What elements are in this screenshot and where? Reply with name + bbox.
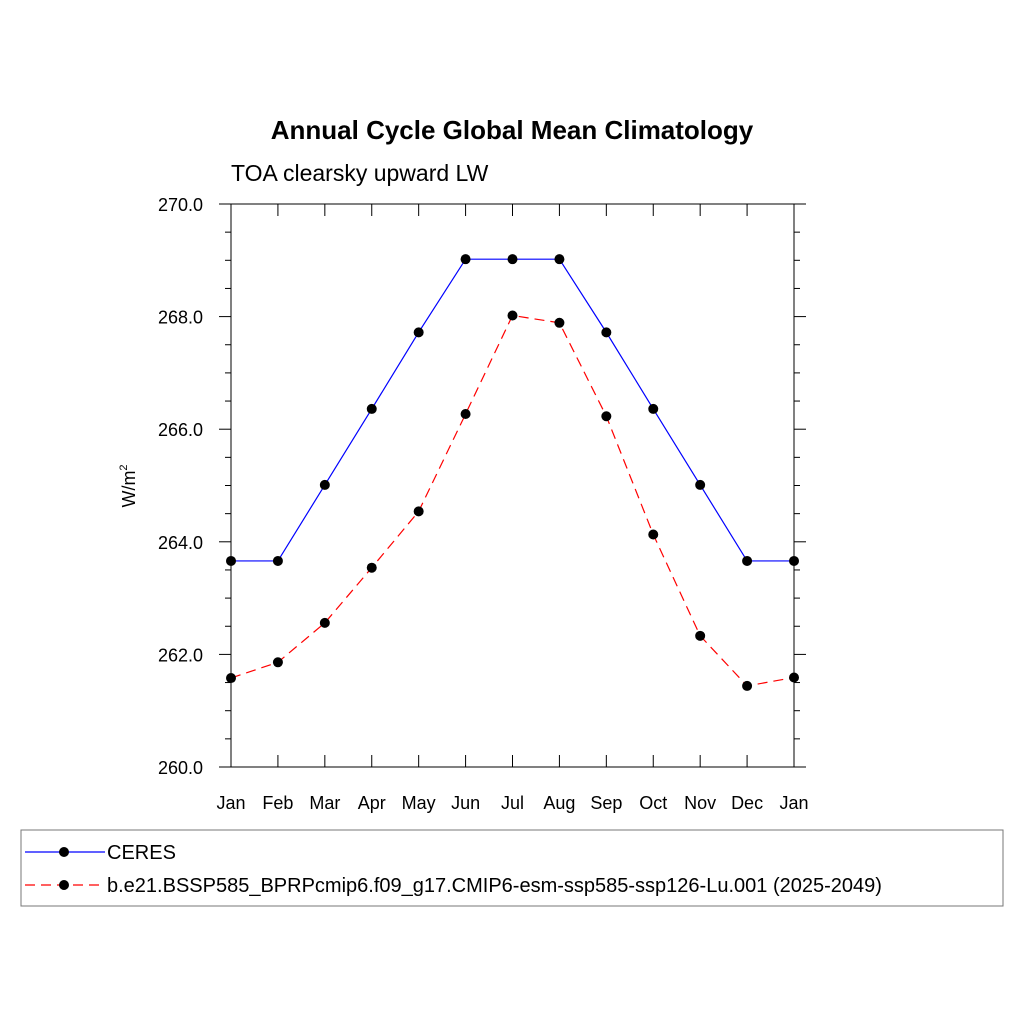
series-1-point [226,555,236,566]
series-2-point [742,680,753,691]
x-tick-label: Oct [639,793,667,813]
legend-label: b.e21.BSSP585_BPRPcmip6.f09_g17.CMIP6-es… [107,875,882,897]
series-2-point [601,411,612,422]
series-2-point [272,657,283,668]
series-2-point [648,529,659,540]
series-2-point [554,317,565,328]
series-1-point [319,479,330,490]
y-tick-label: 270.0 [158,195,203,215]
series-1-point [742,555,753,566]
x-tick-label: Feb [262,793,293,813]
legend-swatch-marker [59,880,69,890]
plot-series [226,254,799,691]
x-tick-label: Mar [309,793,340,813]
y-axis-label-superscript: 2 [118,464,130,470]
series-2-point [366,562,377,573]
x-tick-label: Jul [501,793,524,813]
series-1-point [272,555,283,566]
x-tick-label: Jan [779,793,808,813]
chart-title: Annual Cycle Global Mean Climatology [271,115,754,145]
x-tick-label: Jun [451,793,480,813]
series-1-point [695,479,706,490]
chart-subtitle: TOA clearsky upward LW [231,160,489,186]
series-2-point [319,617,330,628]
plot-axes: Jan Feb Mar Apr May Jun Jul Aug Sep Oct Nov Dec Jan 2… [158,195,809,813]
x-tick-label: Nov [684,793,716,813]
x-tick-label: Aug [543,793,575,813]
y-tick-label: 262.0 [158,645,203,665]
series-2-point [413,506,424,517]
series-1-point [554,254,565,265]
legend-box [20,829,1004,907]
y-tick-label: 260.0 [158,758,203,778]
series-2-point [695,630,706,641]
series-1-point [648,403,659,414]
series-1-point [507,254,518,265]
legend: CERES b.e21.BSSP585_BPRPcmip6.f09_g17.CMI… [20,829,1004,907]
x-tick-label: May [402,793,436,813]
series-1-point [413,327,424,338]
y-axis-label-text: W/m [119,471,139,508]
series-2-point [789,672,799,683]
x-tick-label: Dec [731,793,763,813]
series-1-point [789,555,799,566]
series-1-point [366,403,377,414]
y-axis-label: W/m2 [118,464,139,507]
plot-frame [230,203,795,768]
series-2-point [460,408,471,419]
legend-swatch-marker [59,847,69,857]
x-tick-label: Sep [590,793,622,813]
legend-label: CERES [107,842,176,864]
series-2-point [226,673,236,684]
series-1-point [460,254,471,265]
y-tick-label: 266.0 [158,420,203,440]
y-tick-label: 268.0 [158,308,203,328]
series-1-point [601,327,612,338]
series-line-1 [231,258,794,562]
x-tick-label: Jan [216,793,245,813]
y-tick-label: 264.0 [158,533,203,553]
series-2-point [507,310,518,321]
svg-text:W/m2: W/m2 [118,464,139,507]
x-tick-label: Apr [358,793,386,813]
